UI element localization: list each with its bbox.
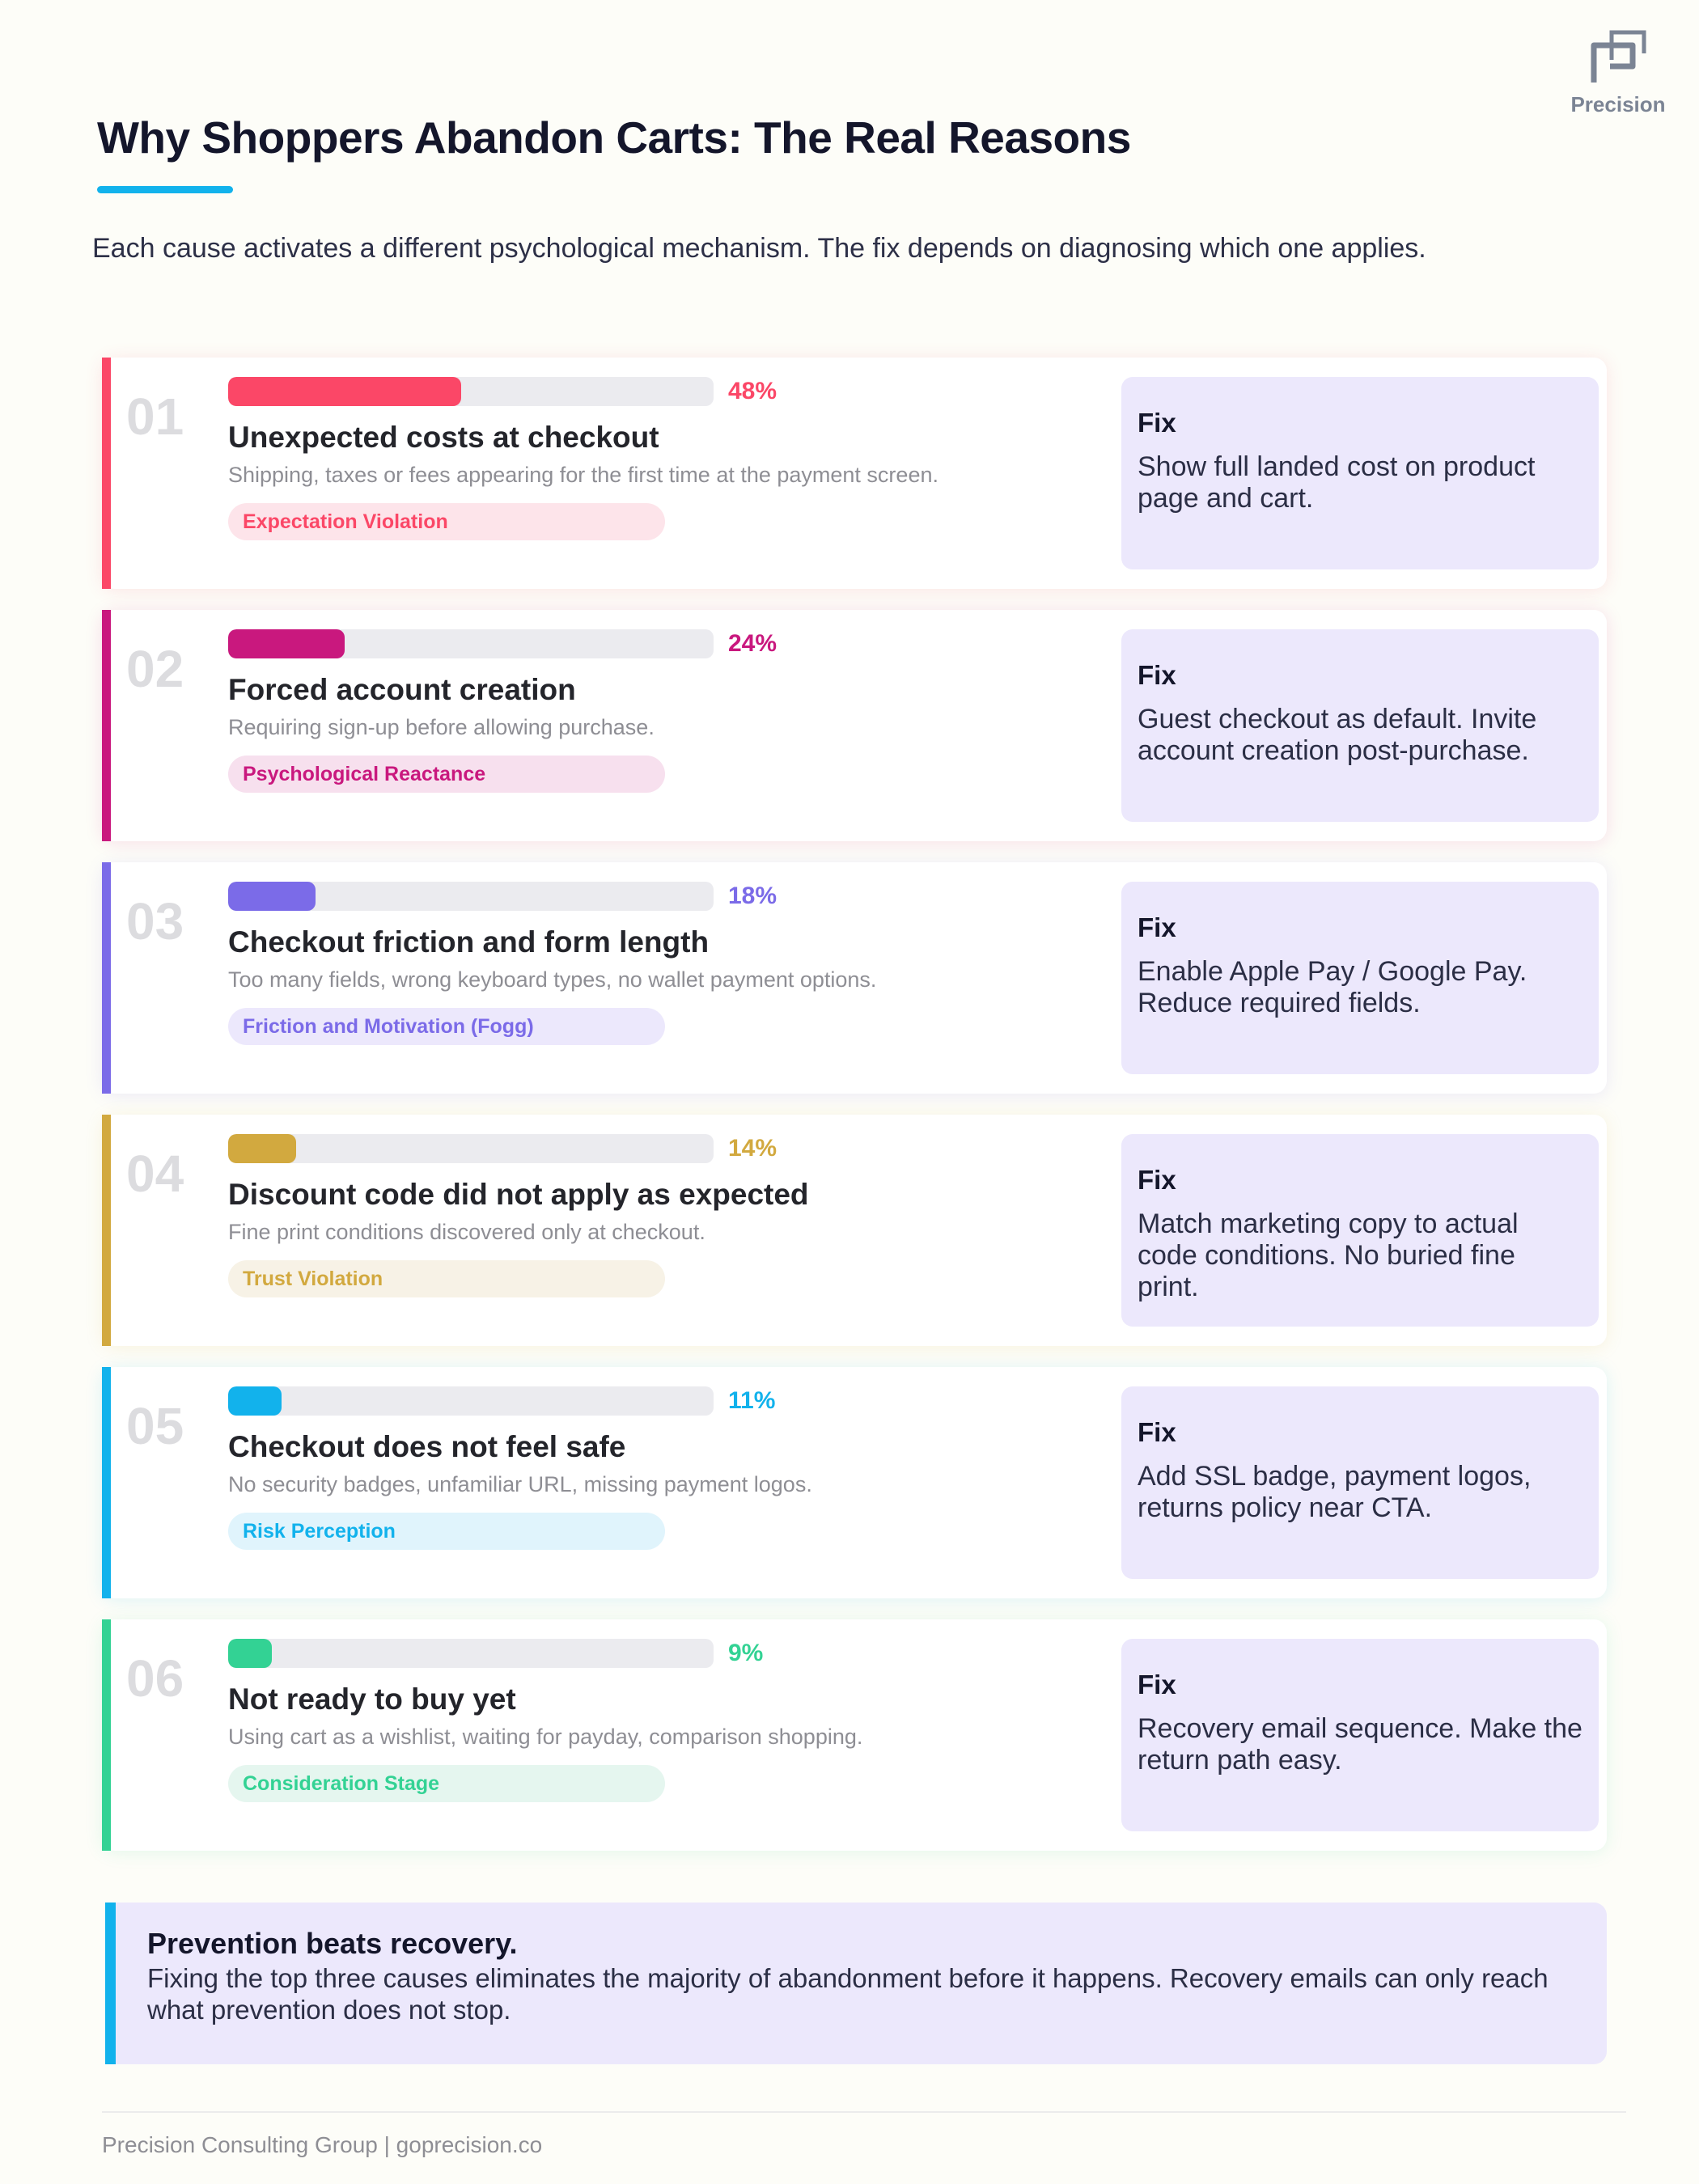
cause-number: 02 [126,640,184,698]
cause-card: 02 24% Forced account creation Requiring… [102,610,1607,841]
fix-box: Fix Recovery email sequence. Make the re… [1121,1639,1599,1831]
fix-text: Guest checkout as default. Invite accoun… [1138,704,1537,766]
share-bar-track [228,629,714,658]
cause-title: Discount code did not apply as expected [228,1178,809,1211]
mechanism-tag: Friction and Motivation (Fogg) [228,1008,665,1045]
cause-title: Forced account creation [228,673,576,706]
card-accent-stripe [102,358,111,589]
share-percent: 9% [728,1640,764,1666]
share-bar-track [228,1134,714,1163]
cause-description: Using cart as a wishlist, waiting for pa… [228,1725,863,1749]
mechanism-tag: Risk Perception [228,1513,665,1550]
fix-label: Fix [1138,660,1176,690]
precision-p-icon [1591,30,1646,83]
fix-text: Add SSL badge, payment logos, returns po… [1138,1461,1532,1523]
share-bar-fill [228,629,345,658]
share-bar-fill [228,1134,296,1163]
page-title: Why Shoppers Abandon Carts: The Real Rea… [97,112,1131,163]
callout-title: Prevention beats recovery. [147,1927,518,1960]
brand-name: Precision [1570,92,1666,116]
share-bar-fill [228,882,316,911]
cause-number: 04 [126,1145,184,1203]
cause-description: No security badges, unfamiliar URL, miss… [228,1472,812,1496]
cause-card: 04 14% Discount code did not apply as ex… [102,1115,1607,1346]
callout-text: Fixing the top three causes eliminates t… [147,1963,1549,2025]
cause-card: 05 11% Checkout does not feel safe No se… [102,1367,1607,1598]
cause-title: Unexpected costs at checkout [228,421,659,454]
callout-accent-stripe [105,1903,116,2064]
share-percent: 48% [728,378,777,404]
footer-text: Precision Consulting Group | goprecision… [102,2132,543,2157]
fix-box: Fix Guest checkout as default. Invite ac… [1121,629,1599,822]
callout-box: Prevention beats recovery. Fixing the to… [105,1903,1607,2064]
share-bar-track [228,1639,714,1668]
share-bar-fill [228,1639,272,1668]
fix-label: Fix [1138,408,1176,438]
fix-box: Fix Enable Apple Pay / Google Pay. Reduc… [1121,882,1599,1074]
cause-number: 05 [126,1397,184,1455]
cause-description: Requiring sign-up before allowing purcha… [228,715,655,739]
mechanism-tag: Psychological Reactance [228,756,665,793]
title-underline [97,186,233,193]
share-percent: 14% [728,1135,777,1162]
cause-title: Checkout friction and form length [228,925,710,959]
fix-text: Enable Apple Pay / Google Pay. Reduce re… [1138,956,1527,1018]
fix-label: Fix [1138,1417,1176,1447]
fix-text: Show full landed cost on product page an… [1138,451,1536,514]
share-bar-fill [228,377,461,406]
card-accent-stripe [102,862,111,1094]
cause-card: 01 48% Unexpected costs at checkout Ship… [102,358,1607,589]
card-accent-stripe [102,1619,111,1851]
mechanism-tag: Trust Violation [228,1260,665,1297]
fix-box: Fix Add SSL badge, payment logos, return… [1121,1386,1599,1579]
mechanism-tag: Consideration Stage [228,1765,665,1802]
card-accent-stripe [102,610,111,841]
card-accent-stripe [102,1115,111,1346]
fix-label: Fix [1138,1165,1176,1195]
card-accent-stripe [102,1367,111,1598]
fix-box: Fix Show full landed cost on product pag… [1121,377,1599,569]
fix-text: Recovery email sequence. Make the return… [1138,1713,1582,1776]
share-bar-track [228,1386,714,1416]
cause-description: Fine print conditions discovered only at… [228,1220,705,1244]
fix-text: Match marketing copy to actual code cond… [1138,1208,1519,1302]
cause-title: Not ready to buy yet [228,1682,516,1716]
cause-description: Shipping, taxes or fees appearing for th… [228,463,938,487]
fix-label: Fix [1138,1670,1176,1699]
share-percent: 11% [728,1387,776,1414]
share-bar-track [228,882,714,911]
cause-card: 03 18% Checkout friction and form length… [102,862,1607,1094]
fix-label: Fix [1138,912,1176,942]
share-bar-track [228,377,714,406]
fix-box: Fix Match marketing copy to actual code … [1121,1134,1599,1327]
mechanism-tag: Expectation Violation [228,503,665,540]
share-percent: 24% [728,630,777,657]
footer-divider [102,2111,1626,2113]
cause-number: 06 [126,1649,184,1708]
cause-number: 01 [126,387,184,446]
share-percent: 18% [728,882,777,909]
brand-logo: Precision [1561,26,1675,117]
cause-title: Checkout does not feel safe [228,1430,626,1463]
page-subtitle: Each cause activates a different psychol… [92,233,1426,264]
cause-description: Too many fields, wrong keyboard types, n… [228,967,877,992]
cause-number: 03 [126,892,184,950]
share-bar-fill [228,1386,282,1416]
cause-card: 06 9% Not ready to buy yet Using cart as… [102,1619,1607,1851]
